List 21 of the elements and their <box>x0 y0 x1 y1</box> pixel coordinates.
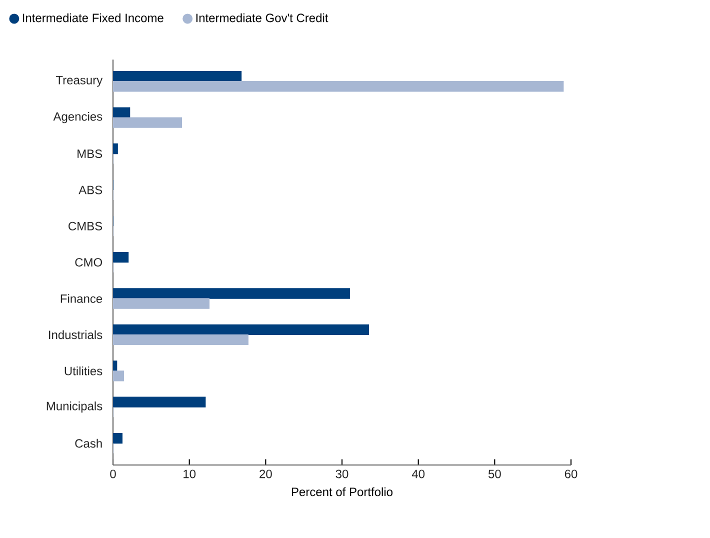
y-tick-label: Municipals <box>46 401 102 413</box>
y-tick-label: MBS <box>78 150 102 158</box>
y-tick-label: Finance <box>60 294 102 303</box>
x-tick-label: 10 <box>184 470 196 478</box>
legend-label: Intermediate Gov't Credit <box>196 13 328 22</box>
y-tick-label: CMO <box>75 258 102 267</box>
x-axis-title: Percent of Portfolio <box>292 487 393 496</box>
x-tick-label: 0 <box>110 470 116 478</box>
y-tick-label: Utilities <box>64 366 102 376</box>
y-tick-label: Industrials <box>49 330 102 340</box>
x-tick-label: 60 <box>564 470 578 478</box>
y-tick-label: ABS <box>78 186 102 194</box>
x-tick-label: 40 <box>412 470 425 478</box>
y-tick-label: Agencies <box>53 112 102 124</box>
x-tick-label: 50 <box>488 470 501 478</box>
y-tick-label: Treasury <box>56 76 103 87</box>
legend-label: Intermediate Fixed Income <box>22 13 164 22</box>
x-tick-label: 20 <box>260 470 272 478</box>
x-tick-label: 30 <box>336 470 348 478</box>
y-tick-label: CMBS <box>68 222 102 230</box>
y-tick-label: Cash <box>75 438 102 448</box>
